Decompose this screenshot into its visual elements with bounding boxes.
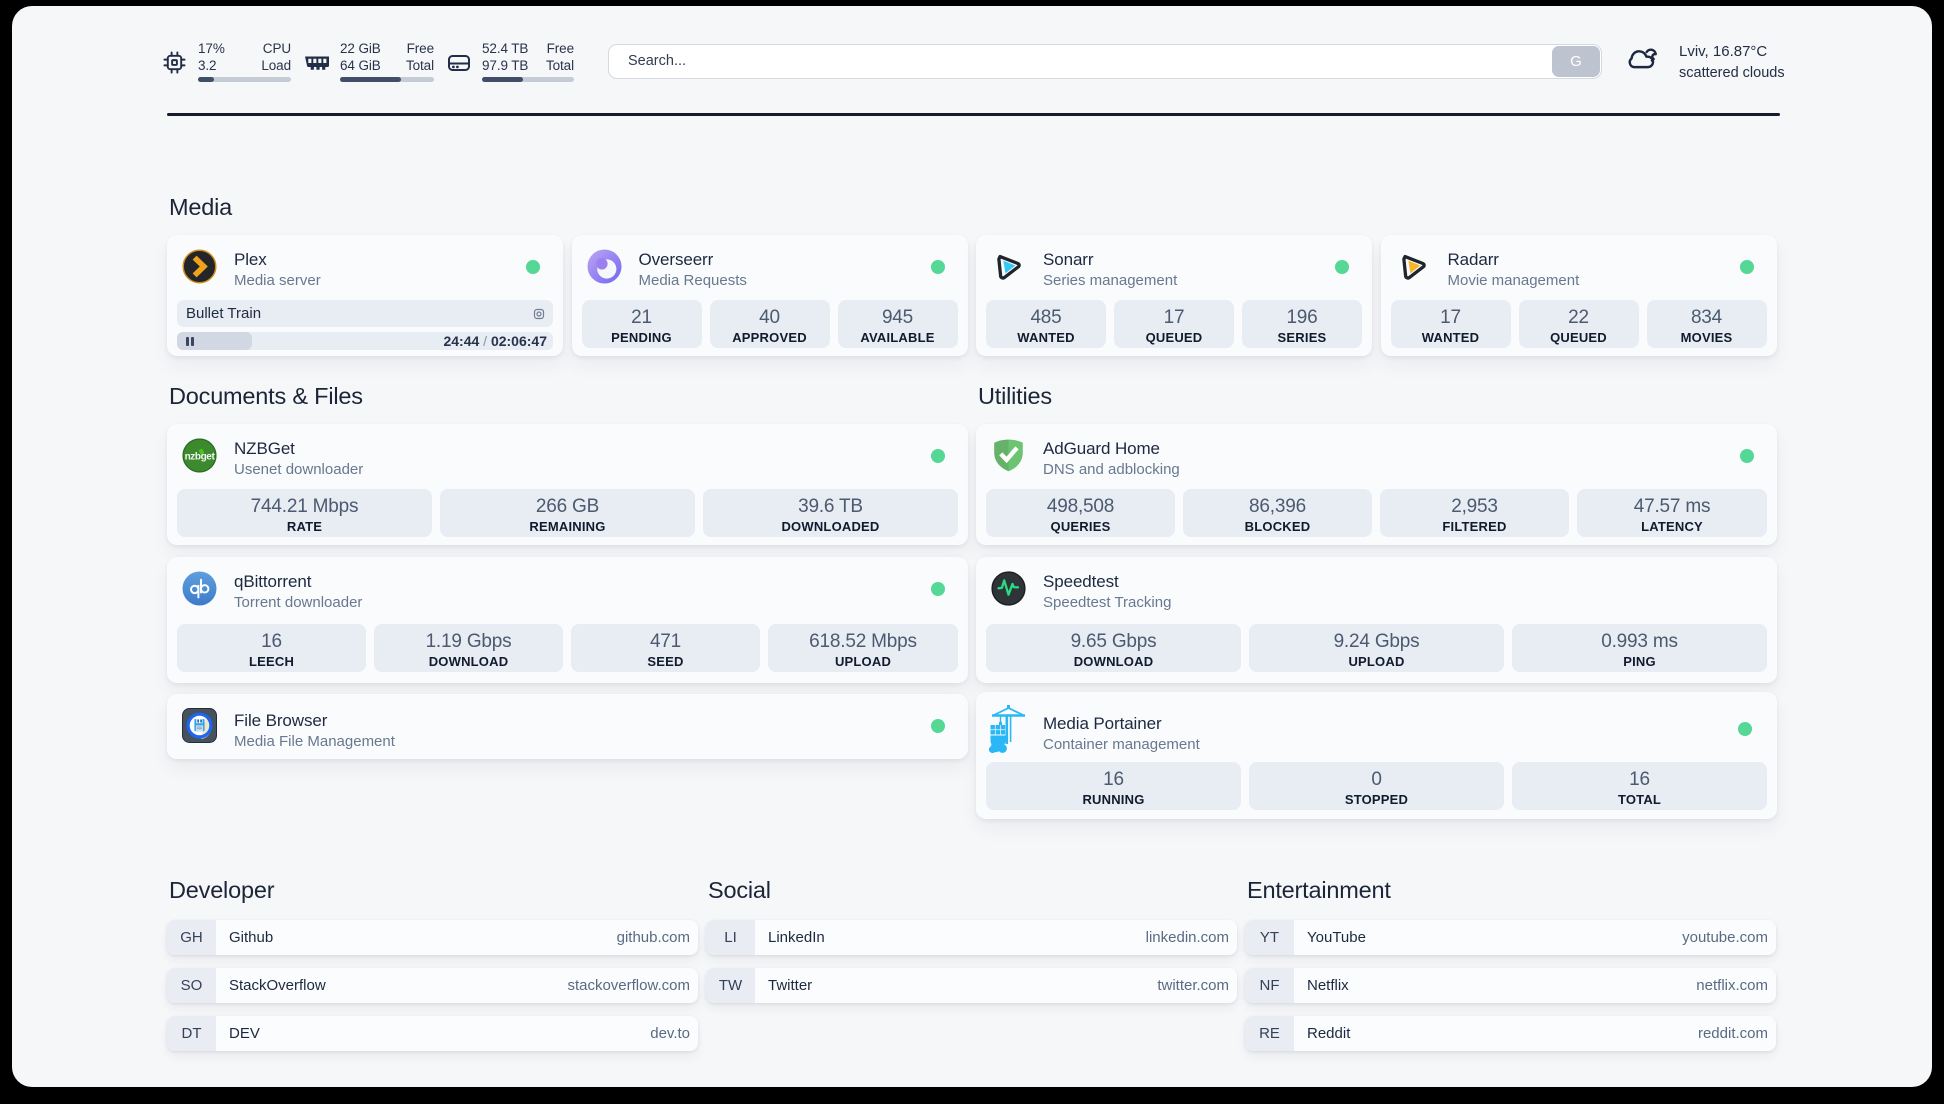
- svg-text:nzbget: nzbget: [185, 452, 216, 463]
